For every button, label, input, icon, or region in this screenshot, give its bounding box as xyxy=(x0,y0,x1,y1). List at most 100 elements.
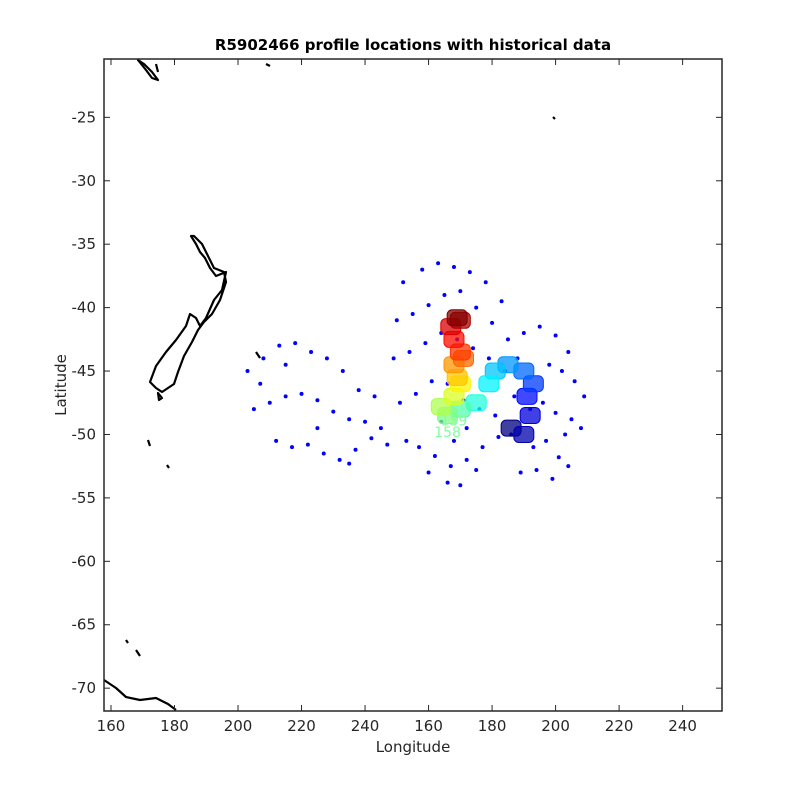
x-axis-label: Longitude xyxy=(376,738,451,756)
y-tick-label: -65 xyxy=(72,616,97,634)
historical-point xyxy=(556,455,561,460)
historical-point xyxy=(324,356,329,361)
historical-point xyxy=(340,369,345,374)
plot-frame xyxy=(103,58,723,712)
historical-point xyxy=(467,270,472,275)
y-tick-label: -25 xyxy=(72,108,97,126)
historical-point xyxy=(299,391,304,396)
historical-point xyxy=(458,483,463,488)
historical-point xyxy=(486,356,491,361)
historical-point xyxy=(372,394,377,399)
y-tick-label: -35 xyxy=(72,235,97,253)
historical-point xyxy=(385,442,390,447)
y-tick-label: -60 xyxy=(72,552,97,570)
historical-point xyxy=(432,454,437,459)
x-tick-label: 180 xyxy=(160,717,189,735)
historical-point xyxy=(394,318,399,323)
chart-title: R5902466 profile locations with historic… xyxy=(215,36,611,54)
historical-point xyxy=(572,379,577,384)
historical-point xyxy=(521,330,526,335)
historical-point xyxy=(407,350,412,355)
historical-point xyxy=(566,350,571,355)
historical-point xyxy=(499,299,504,304)
historical-point xyxy=(547,362,552,367)
historical-point xyxy=(423,341,428,346)
historical-point xyxy=(490,320,495,325)
x-tick-label: 200 xyxy=(541,717,570,735)
historical-point xyxy=(451,265,456,270)
historical-point xyxy=(480,445,485,450)
historical-point xyxy=(483,280,488,285)
historical-point xyxy=(426,470,431,475)
historical-point xyxy=(417,445,422,450)
historical-point xyxy=(363,419,368,424)
y-tick-label: -40 xyxy=(72,299,97,317)
historical-point xyxy=(410,311,415,316)
y-tick-label: -55 xyxy=(72,489,97,507)
historical-point xyxy=(559,369,564,374)
historical-point xyxy=(537,324,542,329)
historical-point xyxy=(550,476,555,481)
historical-point xyxy=(474,467,479,472)
historical-point xyxy=(578,426,583,431)
historical-point xyxy=(553,333,558,338)
x-tick-label: 240 xyxy=(668,717,697,735)
historical-point xyxy=(505,337,510,342)
historical-point xyxy=(420,267,425,272)
y-tick-label: -45 xyxy=(72,362,97,380)
historical-point xyxy=(309,350,314,355)
historical-point xyxy=(353,447,358,452)
historical-point xyxy=(493,413,498,418)
historical-point xyxy=(531,445,536,450)
historical-point xyxy=(277,343,282,348)
historical-point xyxy=(582,394,587,399)
historical-point xyxy=(534,467,539,472)
historical-point xyxy=(391,356,396,361)
x-tick-label: 180 xyxy=(478,717,507,735)
historical-point xyxy=(251,407,256,412)
x-tick-label: 240 xyxy=(351,717,380,735)
historical-point xyxy=(347,417,352,422)
historical-point xyxy=(356,388,361,393)
historical-point xyxy=(448,464,453,469)
historical-point xyxy=(290,445,295,450)
historical-point xyxy=(267,400,272,405)
historical-point xyxy=(540,400,545,405)
annotation: 159 xyxy=(441,414,468,430)
x-tick-label: 160 xyxy=(97,717,126,735)
historical-point xyxy=(337,457,342,462)
x-tick-label: 200 xyxy=(224,717,253,735)
historical-point xyxy=(404,438,409,443)
historical-point xyxy=(518,470,523,475)
historical-point xyxy=(566,464,571,469)
historical-point xyxy=(544,438,549,443)
historical-point xyxy=(512,394,517,399)
historical-point xyxy=(451,438,456,443)
coastlines xyxy=(103,58,556,711)
historical-point xyxy=(474,305,479,310)
historical-point xyxy=(331,409,336,414)
historical-point xyxy=(321,451,326,456)
historical-point xyxy=(458,289,463,294)
historical-point xyxy=(429,379,434,384)
x-tick-label: 160 xyxy=(414,717,443,735)
profile-marker xyxy=(513,425,535,443)
historical-point xyxy=(445,480,450,485)
y-tick-label: -30 xyxy=(72,172,97,190)
y-axis-label: Latitude xyxy=(52,354,70,416)
profile-marker xyxy=(519,406,541,424)
historical-point xyxy=(245,369,250,374)
historical-point xyxy=(553,410,558,415)
profile-marker xyxy=(478,375,500,393)
historical-point xyxy=(436,261,441,266)
historical-point xyxy=(347,461,352,466)
historical-point xyxy=(274,438,279,443)
historical-point xyxy=(258,381,263,386)
historical-point xyxy=(569,417,574,422)
historical-point xyxy=(442,292,447,297)
y-tick-label: -50 xyxy=(72,425,97,443)
historical-point xyxy=(426,303,431,308)
historical-point xyxy=(378,426,383,431)
historical-point xyxy=(464,426,469,431)
